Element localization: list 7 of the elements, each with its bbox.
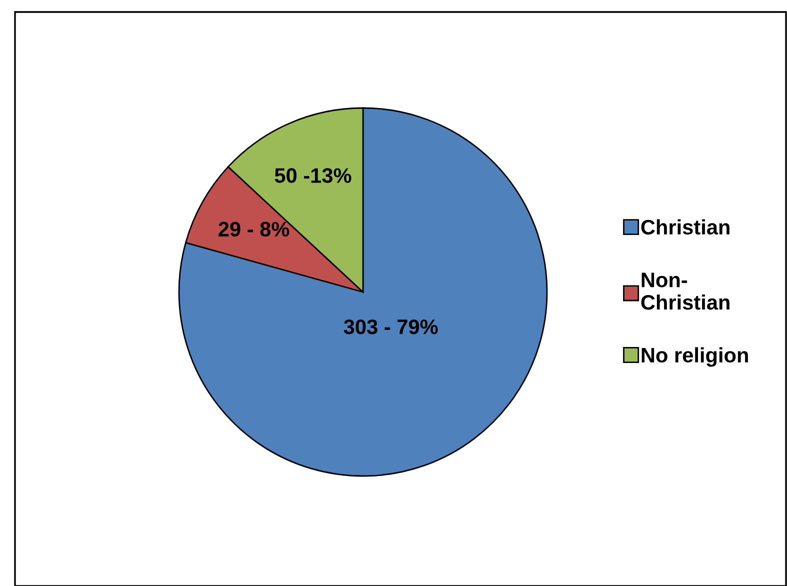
data-label: 303 - 79% bbox=[344, 319, 438, 334]
pie-slice bbox=[178, 107, 548, 477]
data-label: 29 - 8% bbox=[218, 222, 290, 237]
legend-label: Christian bbox=[641, 219, 730, 235]
data-label: 50 -13% bbox=[274, 168, 352, 183]
legend-label: Non-Christian bbox=[641, 272, 730, 310]
legend-label: No religion bbox=[642, 347, 748, 367]
